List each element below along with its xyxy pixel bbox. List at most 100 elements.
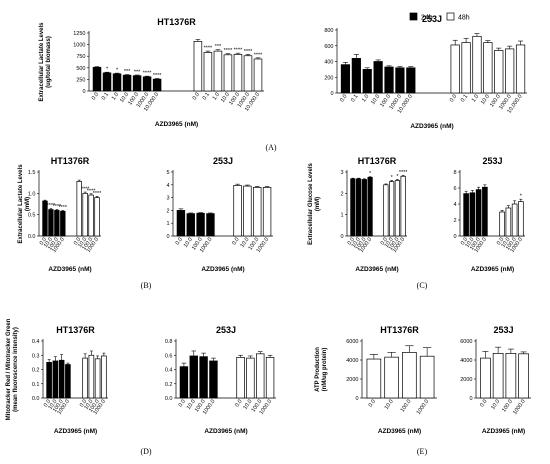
panel-label-b: (B) xyxy=(141,281,152,290)
x-tick-label: 0.0 xyxy=(91,92,100,102)
significance-label: **** xyxy=(244,49,253,55)
y-tick-label: 0.4 xyxy=(32,339,40,345)
x-tick-label: 0.0 xyxy=(178,399,187,409)
y-tick-label: 0 xyxy=(166,234,169,240)
chart-title: HT1376R xyxy=(51,156,90,166)
y-tick-label: 8 xyxy=(453,170,456,176)
bar xyxy=(209,360,218,399)
panel-label-a: (A) xyxy=(265,143,276,152)
bar xyxy=(384,356,399,399)
significance-label: * xyxy=(106,67,109,73)
y-tick-label: 600 xyxy=(324,44,333,50)
bar xyxy=(94,358,101,399)
bar xyxy=(472,35,482,94)
y-tick-label: 0.2 xyxy=(165,382,173,388)
significance-label: **** xyxy=(81,187,90,193)
bar xyxy=(88,194,94,237)
bar xyxy=(176,210,186,237)
bar xyxy=(350,178,356,237)
chart-0: HT1376R 0 250 500 750 1000 1250 0.0 * 0.1 * 1.0 *** 1… xyxy=(39,17,264,128)
chart-8: HT1376R 0 2000 4000 6000 0.0 10.0 100.0 1000.0 AZ… xyxy=(315,325,437,435)
bar xyxy=(102,72,112,92)
bar xyxy=(152,78,162,92)
bar xyxy=(400,175,406,237)
chart-6: HT1376R0.00.10.20.30.40.010.0100.01000.0… xyxy=(6,318,108,435)
bar xyxy=(60,210,66,237)
significance-label: * xyxy=(391,175,394,181)
y-tick-label: 1000 xyxy=(73,43,85,49)
bar xyxy=(54,210,60,237)
significance-label: **** xyxy=(399,170,408,176)
significance-label: *** xyxy=(124,69,131,75)
bar xyxy=(450,44,460,94)
bar xyxy=(179,366,189,399)
x-tick-label: 10.0 xyxy=(83,399,94,411)
y-tick-label: 3 xyxy=(166,196,169,202)
x-tick-label: 1000.0 xyxy=(416,399,431,416)
x-tick-label: 10.0 xyxy=(351,237,362,249)
bar xyxy=(101,355,107,399)
bar xyxy=(482,186,488,237)
bar xyxy=(480,357,491,399)
significance-label: * xyxy=(520,194,523,200)
y-axis-label: Extracellular Glucose Levels xyxy=(308,162,314,244)
x-tick-label: 10.0 xyxy=(480,94,491,106)
x-tick-label: 10.0 xyxy=(186,399,197,411)
y-tick-label: 1 xyxy=(340,213,343,219)
bar xyxy=(82,192,88,237)
x-tick-label: 0.0 xyxy=(347,237,356,247)
significance-label: * xyxy=(369,171,372,177)
x-tick-label: 10.0 xyxy=(384,237,395,249)
y-tick-label: 2000 xyxy=(460,377,472,383)
x-tick-label: 0.0 xyxy=(234,399,243,409)
x-tick-label: 1000.0 xyxy=(512,399,527,416)
x-tick-label: 0.0 xyxy=(175,237,184,247)
chart-title: 253J xyxy=(482,156,502,166)
x-tick-label: 10.0 xyxy=(370,94,381,106)
y-tick-label: 2 xyxy=(166,208,169,214)
y-tick-label: 0.0 xyxy=(165,396,173,402)
x-tick-label: 0.0 xyxy=(460,237,469,247)
y-tick-label: 1250 xyxy=(73,31,85,37)
x-axis-label: AZD3965 (nM) xyxy=(355,266,398,273)
bar xyxy=(367,176,373,237)
chart-title: 253J xyxy=(493,325,513,335)
y-tick-label: 500 xyxy=(76,66,85,72)
bar xyxy=(213,50,223,92)
bar xyxy=(505,48,515,94)
significance-label: **** xyxy=(59,205,68,211)
bar xyxy=(389,181,395,237)
x-tick-label: 1.0 xyxy=(471,94,480,104)
chart-2: HT1376R0.00.51.01.50.0****10.0****100.0*… xyxy=(18,156,102,273)
bar xyxy=(186,213,195,237)
significance-label: **** xyxy=(224,48,233,54)
y-tick-label: 800 xyxy=(324,28,333,34)
x-tick-label: 0.0 xyxy=(449,94,458,104)
bar xyxy=(361,179,367,237)
y-tick-label: 2000 xyxy=(346,377,358,383)
y-tick-label: 200 xyxy=(324,75,333,81)
y-tick-label: 250 xyxy=(76,77,85,83)
bar xyxy=(223,54,233,92)
x-tick-label: 0.1 xyxy=(202,92,211,102)
x-tick-label: 0.0 xyxy=(43,399,52,409)
y-tick-label: 5 xyxy=(166,170,169,176)
x-tick-label: 0.0 xyxy=(73,237,82,247)
significance-label: **** xyxy=(254,52,263,58)
bar xyxy=(82,357,88,399)
y-axis-label: (mean fluorescence intensity) xyxy=(13,327,19,412)
y-tick-label: 750 xyxy=(76,54,85,60)
y-tick-label: 0.5 xyxy=(28,213,36,219)
x-axis-label: AZD3965 (nM) xyxy=(482,428,525,435)
significance-label: **** xyxy=(93,191,102,197)
x-tick-label: 10.0 xyxy=(220,92,231,104)
x-tick-label: 0.0 xyxy=(192,92,201,102)
x-tick-label: 10.0 xyxy=(47,399,58,411)
panel-label-e: (E) xyxy=(417,447,428,456)
x-axis-label: AZD3965 (nM) xyxy=(378,428,421,435)
x-tick-label: 10.0 xyxy=(242,399,253,411)
chart-title: 253J xyxy=(216,325,236,335)
x-tick-label: 1.0 xyxy=(111,92,120,102)
